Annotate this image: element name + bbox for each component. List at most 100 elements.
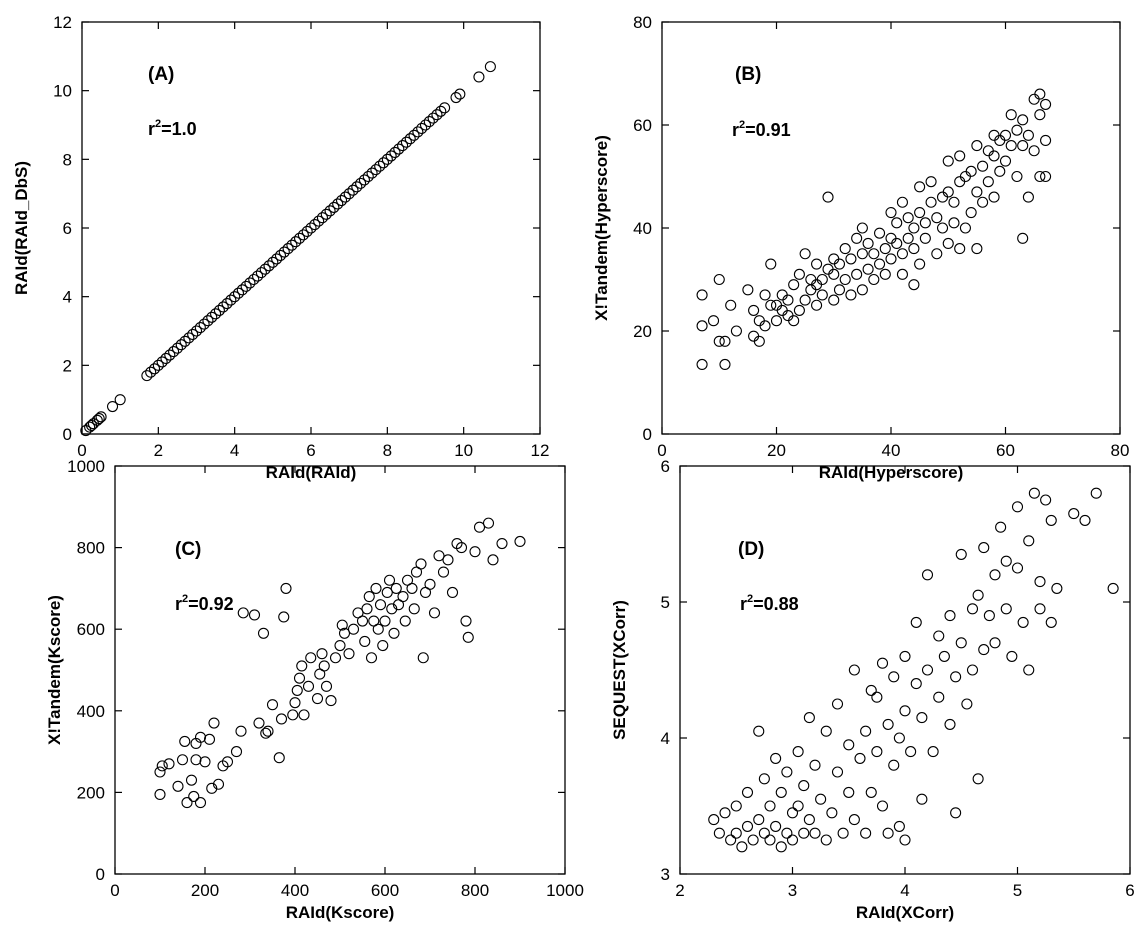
data-point: [1011, 562, 1024, 574]
data-point: [460, 615, 472, 627]
data-point: [141, 370, 153, 382]
x-tick-label: 80: [1111, 441, 1130, 460]
data-point: [311, 693, 324, 705]
data-point: [1017, 616, 1029, 628]
data-point: [419, 119, 432, 131]
data-point: [873, 227, 886, 239]
x-tick-label: 2: [154, 441, 163, 460]
data-point: [212, 778, 225, 790]
plot-frame: [114, 465, 566, 875]
y-tick-label: 4: [63, 288, 72, 307]
data-point: [206, 311, 218, 323]
x-axis-label: RAId(Kscore): [286, 903, 395, 922]
plot-frame: [661, 21, 1121, 435]
data-point: [988, 129, 1000, 141]
data-point: [271, 253, 283, 265]
data-point: [954, 243, 966, 255]
plot-frame: [679, 465, 1131, 875]
data-point: [379, 615, 391, 627]
data-point: [885, 253, 897, 265]
data-point: [335, 194, 348, 207]
y-axis-label: SEQUEST(XCorr): [610, 600, 629, 740]
data-point: [905, 746, 917, 758]
r-exponent: 2: [182, 593, 188, 605]
data-point: [916, 712, 928, 724]
data-point: [914, 207, 926, 219]
data-point: [1034, 170, 1046, 183]
r-symbol: r: [148, 119, 155, 139]
data-point: [487, 554, 499, 566]
y-tick-label: 40: [633, 219, 652, 238]
data-point: [1040, 98, 1052, 110]
data-point: [848, 814, 860, 826]
x-tick-label: 5: [1013, 881, 1022, 900]
data-point: [805, 284, 817, 296]
data-point: [837, 827, 849, 839]
data-point: [848, 664, 860, 676]
data-point: [325, 695, 337, 707]
data-point: [938, 650, 950, 662]
data-point: [229, 291, 241, 303]
x-axis-label: RAId(Hyperscore): [819, 463, 964, 482]
data-point: [899, 650, 911, 662]
data-point: [175, 339, 187, 351]
data-point: [313, 215, 325, 227]
data-point: [172, 780, 184, 792]
data-point: [828, 268, 840, 280]
data-point: [366, 167, 378, 179]
data-point: [1028, 487, 1040, 499]
data-point: [873, 258, 886, 270]
data-point: [741, 820, 754, 832]
data-point: [822, 263, 834, 275]
data-point: [713, 827, 725, 839]
data-point: [393, 143, 405, 155]
data-point: [244, 277, 256, 289]
data-point: [318, 660, 330, 672]
data-point: [713, 335, 725, 347]
data-point: [882, 827, 894, 839]
data-point: [296, 660, 308, 672]
data-point: [1005, 109, 1017, 121]
data-point: [208, 717, 220, 729]
data-point: [1034, 88, 1046, 100]
data-point: [908, 222, 920, 234]
data-point: [944, 610, 956, 622]
data-point: [328, 201, 340, 213]
data-point: [764, 800, 776, 812]
data-point: [415, 558, 427, 570]
data-point: [959, 170, 971, 183]
data-point: [176, 754, 189, 766]
data-point: [1011, 124, 1023, 136]
data-point: [424, 578, 436, 590]
x-tick-label: 2: [675, 881, 684, 900]
data-point: [972, 773, 984, 785]
y-tick-label: 0: [96, 865, 105, 884]
data-point: [435, 105, 447, 117]
data-point: [803, 814, 815, 826]
data-point: [423, 116, 435, 128]
data-point: [999, 129, 1012, 141]
data-point: [696, 289, 708, 301]
data-point: [168, 346, 180, 358]
data-point: [933, 691, 945, 703]
data-point: [454, 88, 466, 100]
data-point: [1045, 616, 1057, 628]
data-point: [919, 232, 931, 244]
data-point: [868, 248, 880, 260]
data-point: [885, 207, 897, 219]
data-point: [971, 140, 983, 152]
data-point: [933, 630, 945, 642]
data-point: [719, 358, 731, 371]
data-point: [291, 684, 303, 696]
data-point: [730, 325, 742, 337]
data-point: [356, 615, 369, 627]
x-tick-label: 60: [996, 441, 1015, 460]
r-symbol: r: [175, 594, 182, 614]
data-point: [273, 752, 285, 764]
data-point: [896, 196, 909, 208]
data-point: [843, 739, 855, 751]
data-point: [871, 746, 883, 758]
data-point: [775, 786, 787, 798]
data-point: [1040, 170, 1052, 183]
y-tick-label: 5: [661, 593, 670, 612]
